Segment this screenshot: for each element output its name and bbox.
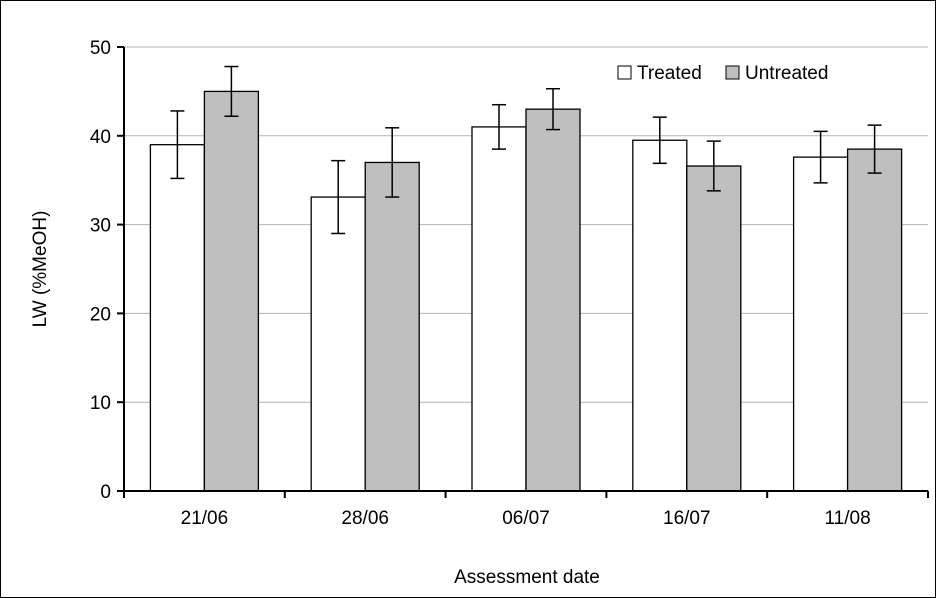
bar-treated-3	[632, 139, 688, 492]
x-tick-label: 06/07	[502, 508, 550, 529]
error-bars	[170, 65, 882, 235]
x-tick-label: 11/08	[825, 508, 871, 529]
legend-swatch-treated	[617, 65, 632, 80]
legend-swatch-untreated	[725, 65, 740, 80]
y-tick-label: 10	[90, 393, 111, 414]
y-tick-label: 20	[90, 304, 111, 325]
legend: Treated Untreated	[617, 63, 828, 84]
legend-label-untreated: Untreated	[745, 63, 828, 84]
bars	[149, 90, 903, 492]
bar-untreated-3	[686, 165, 742, 492]
bar-treated-2	[471, 126, 527, 492]
bar-untreated-2	[525, 108, 581, 492]
y-tick-label: 40	[90, 127, 111, 148]
y-tick-labels: 0 10 20 30 40 50	[90, 38, 111, 503]
x-tick-labels: 21/06 28/06 06/07 16/07 11/08	[181, 508, 871, 529]
x-axis-label: Assessment date	[454, 567, 600, 588]
bar-treated-0	[149, 144, 206, 492]
legend-label-treated: Treated	[637, 63, 702, 84]
y-tick-label: 50	[90, 38, 111, 59]
bar-untreated-4	[846, 148, 903, 492]
y-axis-label: LW (%MeOH)	[30, 211, 51, 328]
x-tick-label: 21/06	[181, 508, 229, 529]
bar-untreated-0	[203, 90, 260, 492]
x-tick-label: 28/06	[341, 508, 389, 529]
bar-treated-4	[792, 156, 849, 492]
bar-untreated-1	[364, 161, 420, 492]
bar-treated-1	[310, 196, 366, 492]
x-tick-label: 16/07	[663, 508, 711, 529]
y-tick-label: 0	[100, 482, 111, 503]
y-tick-label: 30	[90, 216, 111, 237]
axes	[117, 46, 929, 498]
